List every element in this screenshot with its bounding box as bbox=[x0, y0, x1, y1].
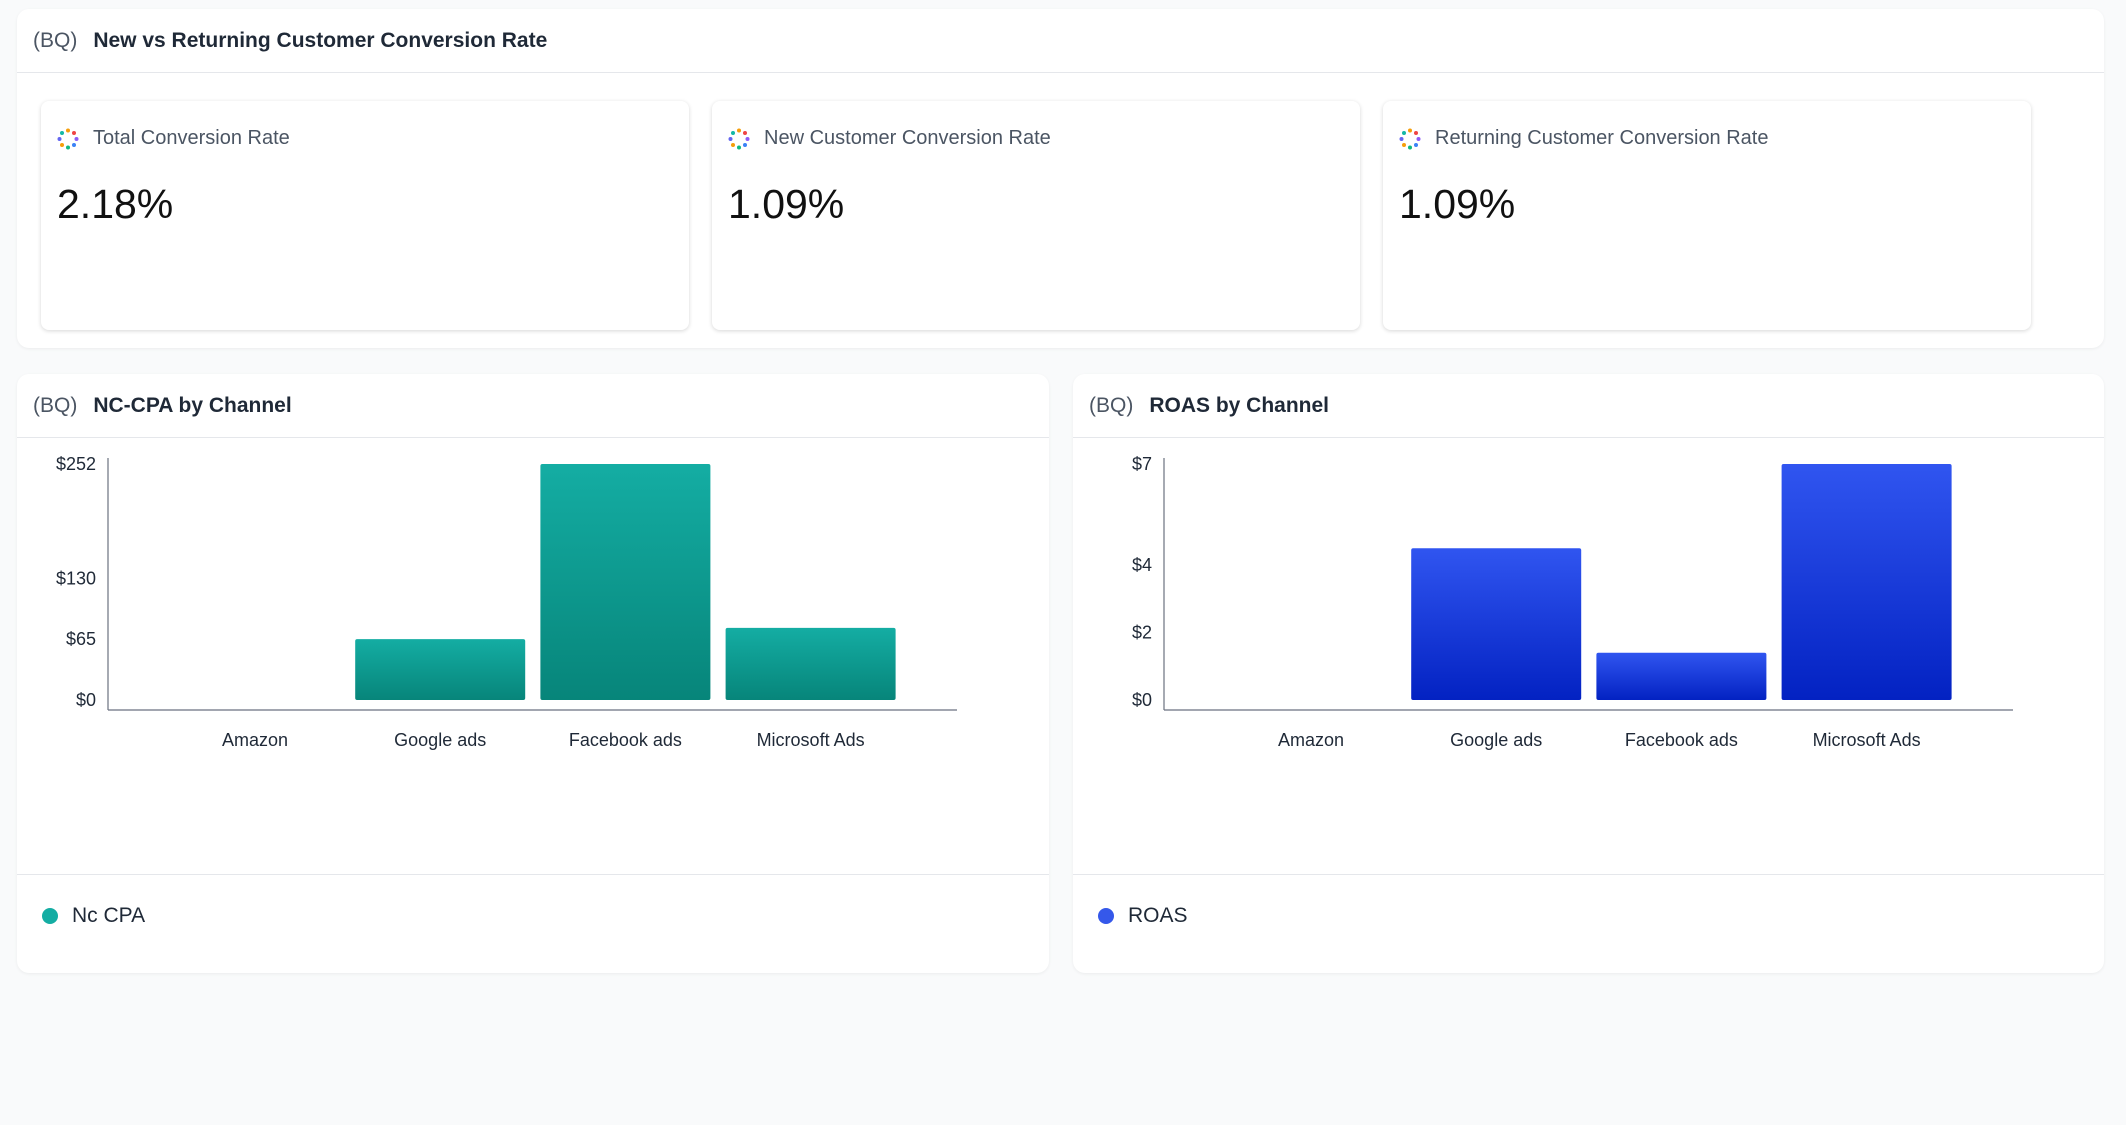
panel-header: (BQ) NC-CPA by Channel bbox=[17, 374, 1049, 438]
kpi-card-returning-customer[interactable]: Returning Customer Conversion Rate 1.09% bbox=[1383, 101, 2031, 330]
nc-cpa-bar-chart: $0 $65 $130 $252 Amazon Google ads Facebook ad… bbox=[56, 454, 957, 750]
x-tick-label: Google ads bbox=[394, 730, 486, 750]
y-tick-label: $0 bbox=[76, 690, 96, 710]
spinner-icon bbox=[728, 128, 750, 149]
roas-bar-chart: $0 $2 $4 $7 Amazon Google ads Facebook ads Micr… bbox=[1132, 454, 2013, 750]
roas-chart-panel: (BQ) ROAS by Channel $0 $2 $4 $7 Amazon Googl… bbox=[1073, 374, 2104, 973]
spinner-icon bbox=[57, 128, 79, 149]
y-tick-label: $65 bbox=[66, 629, 96, 649]
legend-divider bbox=[17, 874, 1049, 875]
y-tick-label: $2 bbox=[1132, 623, 1152, 643]
kpi-value: 2.18% bbox=[57, 181, 174, 227]
kpi-label: Returning Customer Conversion Rate bbox=[1435, 127, 1769, 149]
conversion-rate-panel: (BQ) New vs Returning Customer Conversio… bbox=[17, 9, 2104, 348]
bar-google-ads bbox=[1411, 548, 1582, 700]
chart-legend[interactable]: ROAS bbox=[1098, 904, 1188, 928]
x-tick-label: Facebook ads bbox=[1625, 730, 1738, 750]
kpi-value: 1.09% bbox=[1399, 181, 1516, 227]
bar-microsoft-ads bbox=[1781, 464, 1952, 700]
kpi-card-new-customer[interactable]: New Customer Conversion Rate 1.09% bbox=[712, 101, 1360, 330]
bar-google-ads bbox=[355, 639, 526, 700]
chart-title: NC-CPA by Channel bbox=[93, 393, 292, 417]
chart-title: ROAS by Channel bbox=[1149, 393, 1330, 417]
source-tag: (BQ) bbox=[33, 393, 78, 417]
x-tick-label: Amazon bbox=[222, 730, 288, 750]
panel-header: (BQ) ROAS by Channel bbox=[1073, 374, 2104, 438]
x-tick-label: Facebook ads bbox=[569, 730, 682, 750]
panel-header: (BQ) New vs Returning Customer Conversio… bbox=[17, 9, 2104, 73]
nc-cpa-chart-panel: (BQ) NC-CPA by Channel $0 $65 $130 $252 Amaz… bbox=[17, 374, 1049, 973]
kpi-label: Total Conversion Rate bbox=[93, 127, 290, 149]
kpi-value: 1.09% bbox=[728, 181, 845, 227]
bar-microsoft-ads bbox=[725, 627, 896, 700]
legend-divider bbox=[1073, 874, 2104, 875]
x-tick-label: Microsoft Ads bbox=[757, 730, 865, 750]
y-tick-label: $0 bbox=[1132, 690, 1152, 710]
spinner-icon bbox=[1399, 128, 1421, 149]
legend-label: ROAS bbox=[1128, 904, 1188, 927]
bar-facebook-ads bbox=[540, 464, 711, 700]
source-tag: (BQ) bbox=[33, 28, 78, 52]
legend-swatch bbox=[42, 908, 58, 924]
x-tick-label: Amazon bbox=[1278, 730, 1344, 750]
source-tag: (BQ) bbox=[1089, 393, 1134, 417]
legend-label: Nc CPA bbox=[72, 904, 146, 927]
legend-swatch bbox=[1098, 908, 1114, 924]
y-tick-label: $252 bbox=[56, 454, 96, 474]
kpi-label: New Customer Conversion Rate bbox=[764, 127, 1051, 149]
panel-title: New vs Returning Customer Conversion Rat… bbox=[93, 28, 548, 52]
kpi-card-total[interactable]: Total Conversion Rate 2.18% bbox=[41, 101, 689, 330]
bar-facebook-ads bbox=[1596, 652, 1767, 700]
x-tick-label: Google ads bbox=[1450, 730, 1542, 750]
y-tick-label: $7 bbox=[1132, 454, 1152, 474]
x-tick-label: Microsoft Ads bbox=[1813, 730, 1921, 750]
y-tick-label: $130 bbox=[56, 568, 96, 588]
chart-legend[interactable]: Nc CPA bbox=[42, 904, 145, 928]
y-tick-label: $4 bbox=[1132, 555, 1152, 575]
